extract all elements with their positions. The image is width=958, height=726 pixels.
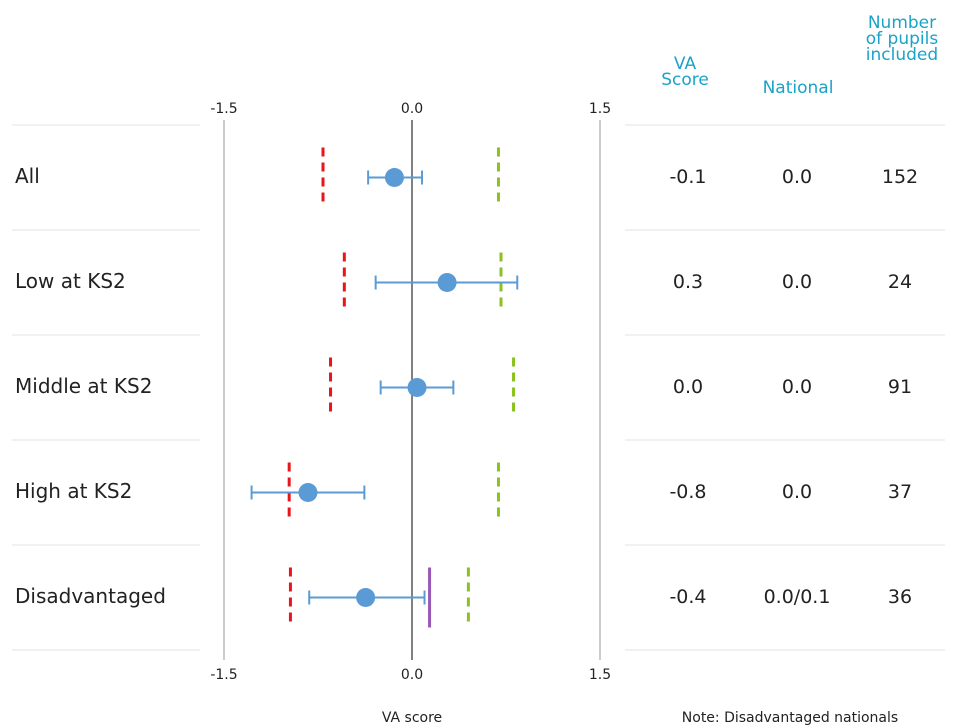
table-cell: -0.4 xyxy=(669,586,706,608)
table-cell: 0.3 xyxy=(673,271,703,293)
row-label: Middle at KS2 xyxy=(15,374,152,398)
row-label: All xyxy=(15,164,40,188)
row-label: Low at KS2 xyxy=(15,269,126,293)
table-cell: 0.0/0.1 xyxy=(764,586,831,608)
point xyxy=(298,483,318,502)
table-cell: 91 xyxy=(888,376,912,398)
table-cell: 0.0 xyxy=(782,481,812,503)
table-cell: 24 xyxy=(888,271,912,293)
table-cell: 152 xyxy=(882,166,918,188)
x-tick-label: 0.0 xyxy=(401,101,423,117)
header-va: VA Score xyxy=(661,54,709,90)
note: Note: Disadvantaged nationals xyxy=(682,710,898,726)
x-axis-label: VA score xyxy=(382,710,442,726)
table-cell: -0.8 xyxy=(669,481,706,503)
header-national: National xyxy=(762,78,834,98)
x-tick-label: 1.5 xyxy=(589,101,611,117)
table-cell: 37 xyxy=(888,481,912,503)
x-tick-label: -1.5 xyxy=(210,667,237,683)
point xyxy=(407,378,427,397)
x-tick-label: -1.5 xyxy=(210,101,237,117)
table-cell: -0.1 xyxy=(669,166,706,188)
row-label: High at KS2 xyxy=(15,479,132,503)
point xyxy=(384,168,404,187)
table-cell: 0.0 xyxy=(673,376,703,398)
point xyxy=(437,273,457,292)
point xyxy=(356,588,376,607)
header-pupils: Number of pupils included xyxy=(865,13,939,65)
table-cell: 36 xyxy=(888,586,912,608)
table-cell: 0.0 xyxy=(782,166,812,188)
table-cell: 0.0 xyxy=(782,376,812,398)
x-tick-label: 0.0 xyxy=(401,667,423,683)
row-label: Disadvantaged xyxy=(15,584,166,608)
x-tick-label: 1.5 xyxy=(589,667,611,683)
table-cell: 0.0 xyxy=(782,271,812,293)
